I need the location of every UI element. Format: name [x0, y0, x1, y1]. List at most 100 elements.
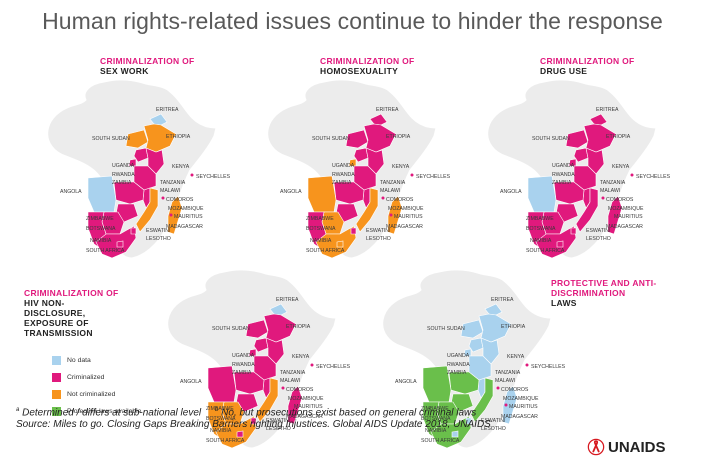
legend-label: Protective laws available — [67, 408, 142, 415]
country-label-uganda: UGANDA — [232, 353, 255, 359]
country-madagascar — [607, 195, 623, 235]
panel-title-line1: CRIMINALIZATION OF — [540, 56, 635, 66]
country-uganda — [468, 337, 484, 353]
island-dot-seychelles — [190, 173, 194, 177]
country-south-sudan — [460, 319, 484, 339]
island-dot-comoros — [496, 386, 500, 390]
country-label-botswana: BOTSWANA — [206, 416, 236, 422]
island-dot-seychelles — [525, 363, 529, 367]
country-label-zimbabwe: ZIMBABWE — [421, 406, 449, 412]
country-kenya — [365, 147, 385, 175]
legend-item: Not criminalized — [52, 386, 141, 403]
footnote: a Determined / differs at sub-national l… — [16, 404, 491, 431]
country-label-eritrea: ERITREA — [491, 297, 514, 303]
country-label-comoros: COMOROS — [286, 387, 314, 393]
red-ribbon-icon — [587, 438, 605, 456]
country-label-comoros: COMOROS — [501, 387, 529, 393]
country-uganda — [253, 337, 269, 353]
country-label-south-africa: SOUTH AFRICA — [86, 248, 125, 254]
africa-map: ERITREA SOUTH SUDAN ETHIOPIA UGANDA KENYA RWA… — [487, 79, 671, 259]
unaids-logo: UNAIDS — [587, 438, 666, 456]
country-label-mauritius: MAURITIUS — [174, 214, 203, 220]
country-label-namibia: NAMIBIA — [425, 428, 447, 434]
country-label-madagascar: MADAGASCAR — [286, 414, 323, 420]
country-south-africa — [430, 415, 472, 449]
panel-title-line1: CRIMINALIZATION OF — [24, 288, 119, 298]
africa-landmass — [487, 79, 657, 259]
country-label-malawi: MALAWI — [495, 378, 515, 384]
island-dot-seychelles — [410, 173, 414, 177]
country-ethiopia — [478, 313, 512, 343]
country-label-south-africa: SOUTH AFRICA — [421, 438, 460, 444]
legend-swatch — [52, 356, 61, 365]
country-label-comoros: COMOROS — [386, 197, 414, 203]
country-label-mozambique: MOZAMBIQUE — [608, 206, 644, 212]
country-label-eritrea: ERITREA — [596, 107, 619, 113]
country-label-mauritius: MAURITIUS — [394, 214, 423, 220]
country-label-zimbabwe: ZIMBABWE — [526, 216, 554, 222]
country-label-namibia: NAMIBIA — [210, 428, 232, 434]
legend-label: Criminalized — [67, 374, 105, 381]
country-label-zambia: ZAMBIA — [232, 370, 252, 376]
country-label-tanzania: TANZANIA — [600, 180, 626, 186]
country-uganda — [573, 147, 589, 163]
footnote-a-mark: a — [16, 407, 20, 413]
map-panel: ERITREA SOUTH SUDAN ETHIOPIA UGANDA KENYA RWA… — [30, 52, 240, 267]
country-label-mozambique: MOZAMBIQUE — [168, 206, 204, 212]
country-label-malawi: MALAWI — [600, 188, 620, 194]
country-label-south-sudan: SOUTH SUDAN — [212, 326, 250, 332]
country-label-kenya: KENYA — [392, 164, 410, 170]
country-label-uganda: UGANDA — [112, 163, 135, 169]
legend-swatch — [52, 373, 61, 382]
country-eritrea — [484, 303, 503, 316]
country-label-lesotho: LESOTHO — [481, 426, 506, 432]
panel-title-line2: SEX WORK — [100, 66, 149, 76]
island-dot-mauritius — [289, 403, 293, 407]
country-label-south-sudan: SOUTH SUDAN — [312, 136, 350, 142]
country-label-lesotho: LESOTHO — [366, 236, 391, 242]
country-south-africa — [95, 225, 137, 259]
map-panel: ERITREA SOUTH SUDAN ETHIOPIA UGANDA KENYA RWA… — [365, 242, 656, 457]
country-label-mozambique: MOZAMBIQUE — [288, 396, 324, 402]
country-label-tanzania: TANZANIA — [495, 370, 521, 376]
panel-title: CRIMINALIZATION OF HOMOSEXUALITY — [320, 56, 414, 76]
country-label-botswana: BOTSWANA — [86, 226, 116, 232]
panel-title-line1: CRIMINALIZATION OF — [320, 56, 415, 66]
country-south-africa — [535, 225, 577, 259]
footnote-a-text: Determined / differs at sub-national lev… — [22, 407, 202, 419]
legend: No data Criminalized Not criminalized Pr… — [52, 352, 141, 420]
country-south-sudan — [565, 129, 589, 149]
country-eswatini — [250, 417, 257, 425]
country-label-rwanda: RWANDA — [332, 172, 355, 178]
country-label-zambia: ZAMBIA — [552, 180, 572, 186]
country-label-angola: ANGOLA — [60, 189, 82, 195]
country-ethiopia — [583, 123, 617, 153]
country-label-kenya: KENYA — [507, 354, 525, 360]
country-label-south-sudan: SOUTH SUDAN — [532, 136, 570, 142]
country-kenya — [585, 147, 605, 175]
country-eritrea — [589, 113, 608, 126]
africa-map: ERITREA SOUTH SUDAN ETHIOPIA UGANDA KENYA RWA… — [267, 79, 451, 259]
country-label-comoros: COMOROS — [606, 197, 634, 203]
africa-map: ERITREA SOUTH SUDAN ETHIOPIA UGANDA KENYA RWA… — [47, 79, 231, 259]
country-mozambique — [470, 377, 494, 423]
panel-title-line2: LAWS — [551, 298, 577, 308]
country-label-angola: ANGOLA — [180, 379, 202, 385]
country-kenya — [145, 147, 165, 175]
country-madagascar — [387, 195, 403, 235]
country-label-angola: ANGOLA — [395, 379, 417, 385]
country-label-ethiopia: ETHIOPIA — [386, 134, 411, 140]
legend-label: Not criminalized — [67, 391, 116, 398]
country-label-seychelles: SEYCHELLES — [416, 174, 451, 180]
legend-swatch — [52, 390, 61, 399]
country-label-comoros: COMOROS — [166, 197, 194, 203]
panel-title-line1: CRIMINALIZATION OF — [100, 56, 195, 66]
country-label-tanzania: TANZANIA — [280, 370, 306, 376]
country-label-angola: ANGOLA — [280, 189, 302, 195]
country-label-angola: ANGOLA — [500, 189, 522, 195]
country-label-kenya: KENYA — [612, 164, 630, 170]
island-dot-mauritius — [609, 213, 613, 217]
legend-item: Protective laws available — [52, 403, 141, 420]
country-ethiopia — [143, 123, 177, 153]
country-label-south-sudan: SOUTH SUDAN — [427, 326, 465, 332]
